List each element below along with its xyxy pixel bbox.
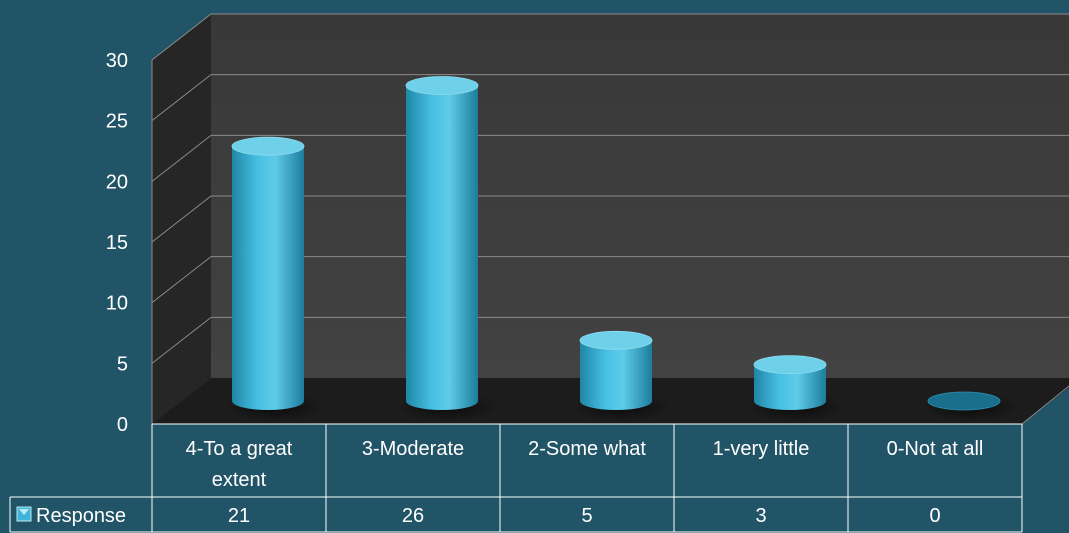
y-tick-label: 0 — [117, 414, 128, 436]
bar — [398, 76, 498, 422]
y-tick-label: 20 — [106, 171, 128, 193]
gridline-side — [151, 13, 212, 61]
series-name: Response — [36, 505, 126, 527]
bar-body — [580, 340, 652, 410]
data-label: 3 — [755, 505, 766, 527]
x-tick-label: 4-To a great — [186, 438, 293, 460]
y-tick-label: 25 — [106, 111, 128, 133]
data-table: 4-To a great extent 3-Moderate 2-Some what 1… — [9, 423, 1023, 533]
x-tick-label: 1-very little — [713, 438, 810, 460]
bar — [572, 330, 672, 422]
bar-top — [927, 391, 1001, 411]
data-label: 21 — [228, 505, 250, 527]
legend-key-mark — [19, 509, 29, 515]
x-tick-label: 0-Not at all — [887, 438, 984, 460]
bar-top — [231, 136, 305, 156]
bar-top — [579, 330, 653, 350]
gridline-side — [151, 256, 212, 304]
gridline-side — [151, 195, 212, 243]
bar-body — [232, 146, 304, 410]
gridline-side — [151, 316, 212, 364]
bar — [224, 136, 324, 422]
x-tick-label: 3-Moderate — [362, 438, 464, 460]
bar — [746, 355, 846, 422]
bar-body — [406, 85, 478, 411]
data-label: 0 — [929, 505, 940, 527]
y-tick-label: 15 — [106, 232, 128, 254]
data-label: 5 — [581, 505, 592, 527]
floor-edge — [1021, 385, 1069, 425]
bar-top — [753, 355, 827, 375]
bar — [920, 391, 1020, 422]
y-tick-label: 5 — [117, 353, 128, 375]
bars — [224, 76, 1020, 422]
gridline-side — [151, 74, 212, 122]
x-tick-label: 2-Some what — [528, 438, 646, 460]
gridlines — [151, 13, 1069, 425]
bar-top — [405, 76, 479, 95]
bar-body — [754, 364, 826, 410]
y-axis: 0 5 10 15 20 25 30 — [106, 50, 153, 436]
y-tick-label: 10 — [106, 293, 128, 315]
data-label: 26 — [402, 505, 424, 527]
x-tick-label: extent — [212, 469, 267, 491]
y-tick-label: 30 — [106, 50, 128, 72]
gridline-side — [151, 134, 212, 182]
